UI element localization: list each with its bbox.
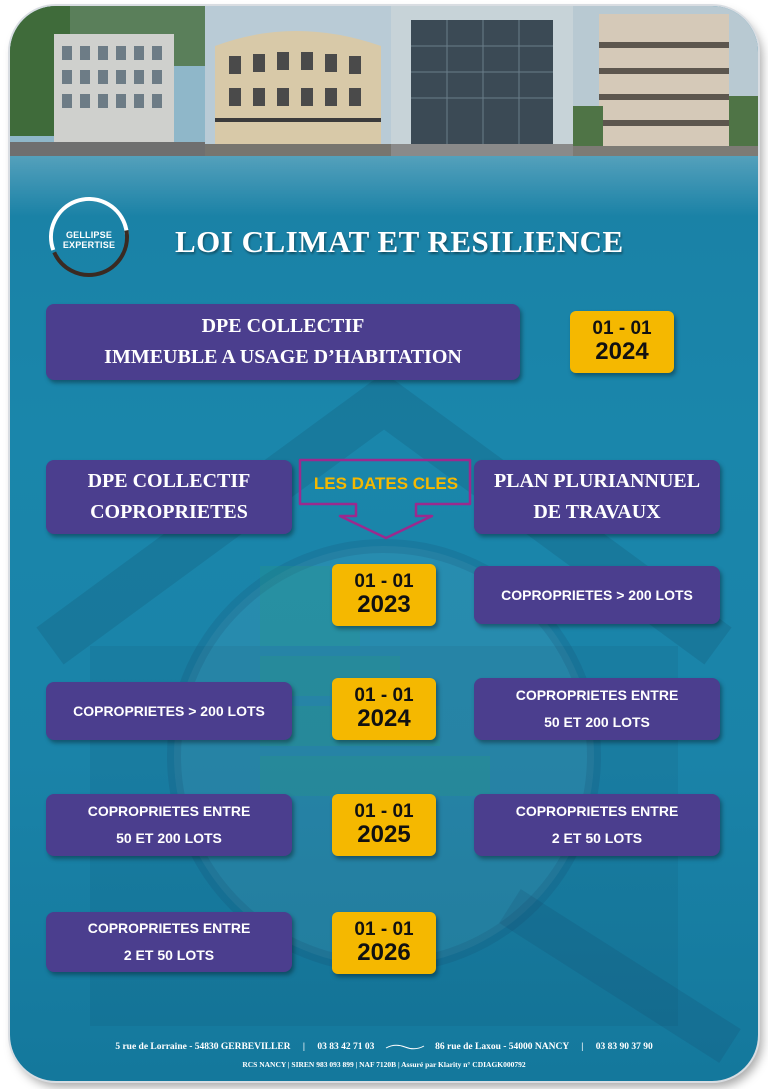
logo-ring-icon (49, 197, 129, 277)
wave-divider-icon (385, 1044, 425, 1050)
date-year: 2024 (595, 338, 649, 365)
key-dates-callout: LES DATES CLES (298, 458, 474, 542)
dpe-2024-text: COPROPRIETES > 200 LOTS (73, 702, 265, 719)
building-photo-3 (391, 6, 573, 156)
date-year: 2025 (357, 821, 411, 848)
dpe-2026-line2: 2 ET 50 LOTS (123, 947, 215, 963)
dpe-habitation-box: DPE COLLECTIF IMMEUBLE A USAGE D’HABITAT… (46, 304, 520, 380)
building-photo-2 (205, 6, 391, 156)
date-year: 2026 (357, 939, 411, 966)
date-badge-2023: 01 - 01 2023 (332, 564, 436, 626)
ppt-2025-box: COPROPRIETES ENTRE 2 ET 50 LOTS (474, 794, 720, 856)
dpe-2025-box: COPROPRIETES ENTRE 50 ET 200 LOTS (46, 794, 292, 856)
ppt-2025-line1: COPROPRIETES ENTRE (515, 803, 679, 819)
building-photo-4 (573, 6, 758, 156)
ppt-2023-box: COPROPRIETES > 200 LOTS (474, 566, 720, 624)
date-badge-2025: 01 - 01 2025 (332, 794, 436, 856)
date-year: 2023 (357, 591, 411, 618)
footer-phone-1: 03 83 42 71 03 (317, 1042, 375, 1052)
dpe-habitation-line2: IMMEUBLE A USAGE D’HABITATION (104, 346, 462, 368)
dpe-coproprietes-line2: COPROPRIETES (90, 501, 248, 523)
footer-address-2: 86 rue de Laxou - 54000 NANCY (435, 1042, 569, 1052)
footer-contacts: 5 rue de Lorraine - 54830 GERBEVILLER | … (115, 1042, 653, 1052)
date-year: 2024 (357, 705, 411, 732)
ppt-2024-line2: 50 ET 200 LOTS (544, 714, 650, 730)
building-photos (10, 6, 758, 156)
building-photo-1 (10, 6, 205, 156)
ppt-2025-line2: 2 ET 50 LOTS (551, 830, 643, 846)
footer-legal: RCS NANCY | SIREN 983 093 899 | NAF 7120… (242, 1060, 526, 1069)
logo-text: GELLIPSE EXPERTISE (62, 230, 116, 250)
date-day: 01 - 01 (354, 685, 414, 706)
date-day: 01 - 01 (354, 919, 414, 940)
dpe-2026-box: COPROPRIETES ENTRE 2 ET 50 LOTS (46, 912, 292, 972)
logo: GELLIPSE EXPERTISE (46, 194, 132, 280)
footer-address-1: 5 rue de Lorraine - 54830 GERBEVILLER (115, 1042, 291, 1052)
dpe-coproprietes-line1: DPE COLLECTIF (87, 470, 251, 492)
ppt-2024-box: COPROPRIETES ENTRE 50 ET 200 LOTS (474, 678, 720, 740)
date-badge-2024: 01 - 01 2024 (332, 678, 436, 740)
dpe-2025-line1: COPROPRIETES ENTRE (87, 803, 251, 819)
key-dates-label: LES DATES CLES (313, 474, 459, 493)
dpe-coproprietes-header: DPE COLLECTIF COPROPRIETES (46, 460, 292, 534)
dpe-2025-line2: 50 ET 200 LOTS (116, 830, 222, 846)
dpe-2026-line1: COPROPRIETES ENTRE (87, 920, 251, 936)
date-day: 01 - 01 (592, 318, 652, 339)
poster: GELLIPSE EXPERTISE LOI CLIMAT ET RESILIE… (10, 6, 758, 1081)
photo-reflection (10, 156, 758, 216)
down-arrow-icon (298, 458, 472, 540)
date-day: 01 - 01 (354, 571, 414, 592)
date-day: 01 - 01 (354, 801, 414, 822)
page-title: LOI CLIMAT ET RESILIENCE (175, 224, 624, 259)
ppt-2024-line1: COPROPRIETES ENTRE (515, 687, 679, 703)
dpe-2024-box: COPROPRIETES > 200 LOTS (46, 682, 292, 740)
date-badge-2026: 01 - 01 2026 (332, 912, 436, 974)
plan-pluriannuel-line2: DE TRAVAUX (533, 501, 661, 523)
plan-pluriannuel-line1: PLAN PLURIANNUEL (493, 470, 701, 492)
ppt-2023-text: COPROPRIETES > 200 LOTS (501, 586, 693, 603)
date-badge-top: 01 - 01 2024 (570, 311, 674, 373)
footer-phone-2: 03 83 90 37 90 (595, 1042, 653, 1052)
plan-pluriannuel-header: PLAN PLURIANNUEL DE TRAVAUX (474, 460, 720, 534)
dpe-habitation-line1: DPE COLLECTIF (201, 315, 365, 337)
